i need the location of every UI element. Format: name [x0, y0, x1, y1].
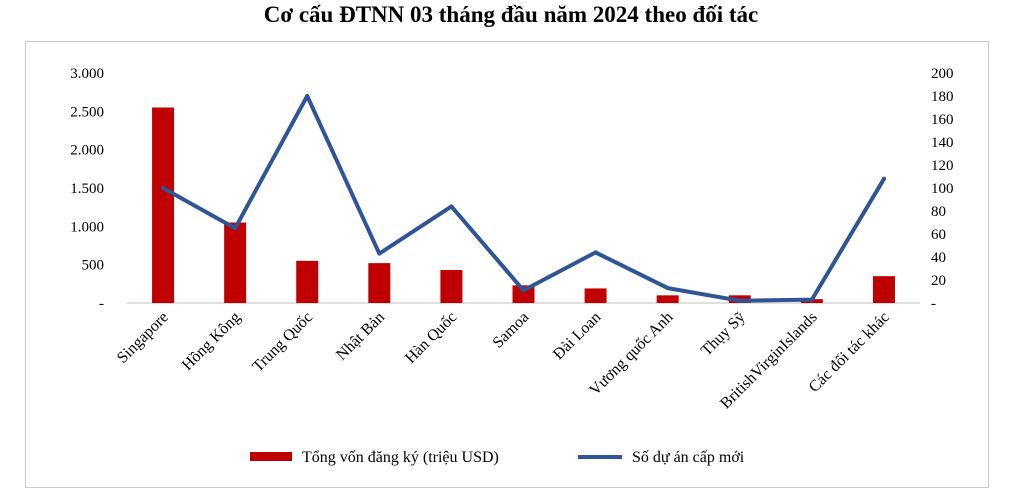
line-point-4	[449, 204, 454, 209]
y-left-tick-label: 1.500	[70, 181, 104, 197]
x-category-label: Hàn Quốc	[402, 309, 460, 367]
line-point-5	[521, 288, 526, 293]
y-left-tick-label: 2.500	[70, 104, 104, 120]
x-category-label: Singapore	[114, 309, 172, 367]
line-point-10	[881, 176, 886, 181]
y-right-tick-label: 200	[931, 66, 954, 82]
line-point-9	[809, 297, 814, 302]
line-point-1	[233, 226, 238, 231]
chart-title: Cơ cấu ĐTNN 03 tháng đầu năm 2024 theo đ…	[263, 2, 759, 27]
bar-6	[584, 288, 607, 303]
bar-7	[656, 295, 679, 303]
line-point-6	[593, 250, 598, 255]
y-right-tick-label: 20	[931, 273, 946, 289]
line-point-0	[161, 186, 166, 190]
bar-1	[224, 222, 247, 303]
x-category-label: Hồng Kông	[179, 309, 244, 374]
y-left-tick-label: 500	[82, 258, 105, 274]
chart-frame	[25, 41, 989, 488]
y-left-tick-label: 2.000	[70, 143, 104, 159]
y-right-tick-label: 120	[931, 158, 954, 174]
y-left-tick-label: -	[99, 296, 104, 312]
x-category-label: Trung Quốc	[249, 309, 316, 376]
x-category-label: Nhật Bản	[333, 309, 388, 364]
bar-4	[440, 270, 463, 303]
y-right-tick-label: 180	[931, 89, 954, 105]
y-right-tick-label: -	[931, 296, 936, 312]
x-category-label: Đài Loan	[550, 309, 604, 363]
bar-0	[152, 107, 175, 303]
y-right-tick-label: 100	[931, 181, 954, 197]
y-right-tick-label: 60	[931, 227, 946, 243]
y-right-tick-label: 80	[931, 204, 946, 220]
legend-label-bars: Tổng vốn đăng ký (triệu USD)	[302, 449, 499, 466]
x-category-label: Thụy Sỹ	[698, 309, 749, 360]
bar-5	[512, 285, 535, 303]
y-right-tick-label: 40	[931, 250, 946, 266]
bar-10	[872, 276, 895, 303]
line-point-2	[305, 94, 310, 98]
y-right-tick-label: 140	[931, 135, 954, 151]
line-point-7	[665, 286, 670, 291]
line-point-8	[737, 298, 742, 303]
legend-label-line: Số dự án cấp mới	[632, 449, 745, 466]
bar-2	[296, 260, 319, 303]
line-point-3	[377, 251, 382, 256]
line-series-projects	[161, 94, 886, 303]
bar-3	[368, 263, 391, 303]
x-category-label: Samoa	[490, 309, 533, 352]
legend-swatch-bars	[250, 452, 292, 461]
y-left-tick-label: 3.000	[70, 66, 104, 82]
y-right-tick-label: 160	[931, 112, 954, 128]
y-left-tick-label: 1.000	[70, 219, 104, 235]
